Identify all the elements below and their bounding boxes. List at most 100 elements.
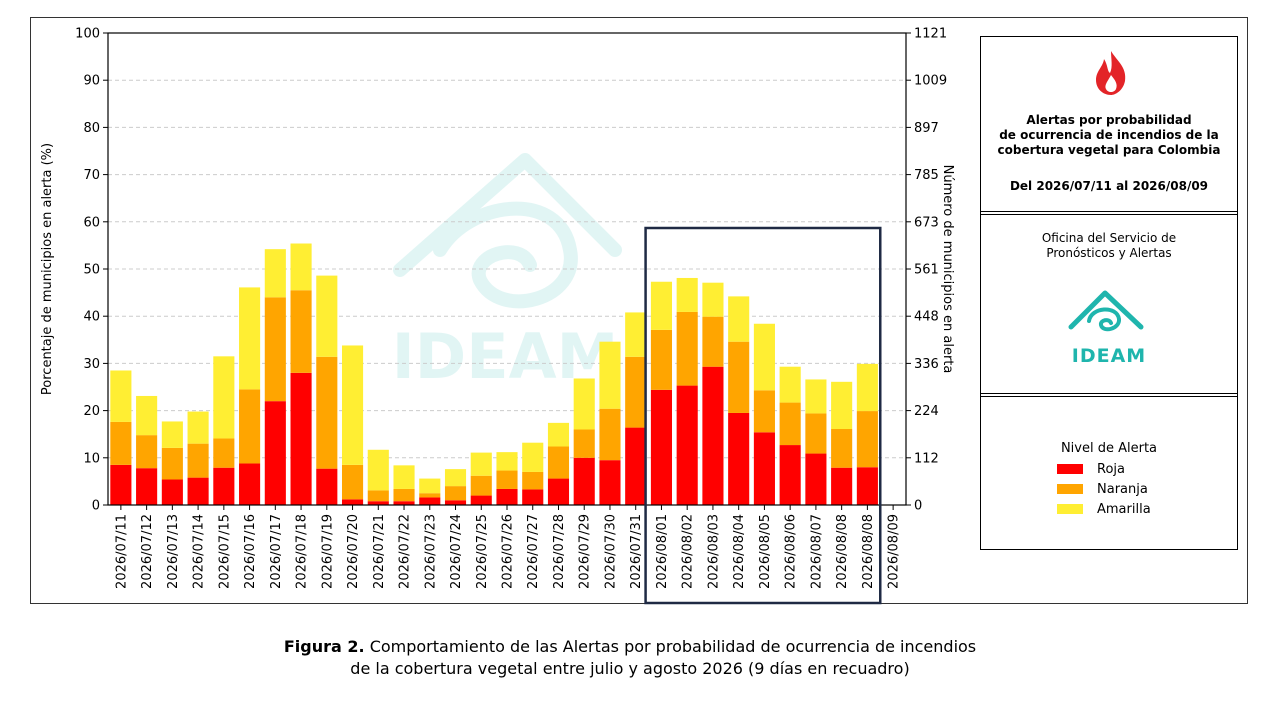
bar-amarilla <box>702 282 724 317</box>
bar-amarilla <box>573 378 595 430</box>
caption-line-1: Comportamiento de las Alertas por probab… <box>369 637 977 656</box>
bar-amarilla <box>110 370 132 422</box>
flame-icon <box>1096 51 1126 95</box>
ideam-logo-text: IDEAM <box>1071 345 1147 367</box>
bar-naranja <box>856 411 878 468</box>
x-tick-label: 2026/08/02 <box>681 514 696 589</box>
y-tick-label: 40 <box>83 310 100 325</box>
bar-naranja <box>187 443 209 478</box>
bar-roja <box>650 389 673 505</box>
bar-roja <box>779 445 801 505</box>
bar-roja <box>239 463 261 505</box>
x-tick-label: 2026/07/24 <box>449 514 464 589</box>
panel-date-range: Del 2026/07/11 al 2026/08/09 <box>1009 179 1209 193</box>
bar-naranja <box>831 429 853 468</box>
panel-title-line: Alertas por probabilidad <box>1026 113 1192 127</box>
bar-naranja <box>393 488 415 502</box>
x-tick-label: 2026/07/12 <box>140 514 155 589</box>
y-tick-label: 100 <box>75 27 100 42</box>
panel-office: Oficina del Servicio de Pronósticos y Al… <box>981 215 1237 393</box>
x-tick-label: 2026/07/22 <box>398 514 413 589</box>
x-tick-label: 2026/08/07 <box>809 514 824 589</box>
y2-tick-label: 785 <box>914 168 939 183</box>
bar-roja <box>522 489 544 505</box>
bar-amarilla <box>676 277 698 312</box>
bar-amarilla <box>367 449 389 491</box>
office-line: Oficina del Servicio de <box>1041 231 1177 245</box>
bar-amarilla <box>625 312 647 357</box>
bar-amarilla <box>856 363 878 412</box>
x-tick-label: 2026/07/16 <box>243 514 258 589</box>
y2-tick-label: 673 <box>914 215 939 230</box>
legend-item-roja: Roja <box>1057 459 1125 479</box>
legend-item-naranja: Naranja <box>1057 479 1148 499</box>
bar-roja <box>856 467 878 505</box>
legend-swatch <box>1057 464 1083 474</box>
x-tick-label: 2026/07/11 <box>114 514 129 589</box>
bar-roja <box>290 372 312 505</box>
bar-naranja <box>444 486 467 501</box>
y-tick-label: 70 <box>83 168 100 183</box>
bar-amarilla <box>496 452 518 471</box>
x-tick-label: 2026/07/14 <box>192 514 207 589</box>
bar-amarilla <box>264 249 286 298</box>
y2-tick-label: 224 <box>914 404 939 419</box>
x-tick-label: 2026/08/08 <box>861 514 876 589</box>
bar-roja <box>316 468 338 505</box>
bar-roja <box>831 467 853 505</box>
bar-amarilla <box>393 465 415 489</box>
x-tick-label: 2026/07/31 <box>629 514 644 589</box>
bar-amarilla <box>316 275 338 357</box>
bar-naranja <box>650 329 673 390</box>
x-tick-label: 2026/07/13 <box>166 514 181 589</box>
bar-naranja <box>470 475 492 496</box>
legend-item-amarilla: Amarilla <box>1057 499 1151 519</box>
bar-roja <box>264 401 286 505</box>
bar-naranja <box>547 446 570 479</box>
y-tick-label: 90 <box>83 74 100 89</box>
ideam-logo-icon <box>1068 290 1144 332</box>
x-tick-label: 2026/08/09 <box>887 514 902 589</box>
bar-amarilla <box>213 356 235 439</box>
bar-amarilla <box>187 411 209 444</box>
x-tick-label: 2026/07/21 <box>372 514 387 589</box>
legend-title: Nivel de Alerta <box>1060 441 1158 456</box>
x-tick-label: 2026/08/04 <box>732 514 747 589</box>
bar-naranja <box>779 402 801 446</box>
bar-amarilla <box>470 452 492 476</box>
x-tick-label: 2026/07/29 <box>578 514 593 589</box>
bar-roja <box>676 385 698 505</box>
bar-amarilla <box>290 243 312 291</box>
x-tick-label: 2026/08/08 <box>835 514 850 589</box>
x-tick-label: 2026/07/15 <box>217 514 232 589</box>
y2-tick-label: 448 <box>914 310 939 325</box>
bar-naranja <box>419 493 441 498</box>
bar-roja <box>573 457 595 505</box>
x-tick-label: 2026/07/18 <box>295 514 310 589</box>
bar-roja <box>110 464 132 505</box>
watermark-ideam-logo: IDEAM <box>392 153 622 393</box>
bar-roja <box>753 432 775 505</box>
x-tick-label: 2026/07/25 <box>475 514 490 589</box>
bar-amarilla <box>239 287 261 390</box>
bar-amarilla <box>547 422 570 447</box>
bar-amarilla <box>831 381 853 430</box>
bar-amarilla <box>599 341 621 409</box>
x-tick-label: 2026/08/03 <box>706 514 721 589</box>
panel-header: Alertas por probabilidad de ocurrencia d… <box>981 37 1237 211</box>
y2-tick-label: 336 <box>914 357 939 372</box>
bar-roja <box>393 501 415 505</box>
bar-amarilla <box>805 379 827 414</box>
x-tick-label: 2026/07/26 <box>501 514 516 589</box>
bar-amarilla <box>161 421 183 448</box>
bar-amarilla <box>753 323 775 391</box>
y-tick-label: 0 <box>92 499 100 514</box>
bar-roja <box>547 478 570 505</box>
divider <box>981 211 1237 215</box>
bar-naranja <box>367 490 389 502</box>
bar-naranja <box>753 390 775 433</box>
caption-line-2: de la cobertura vegetal entre julio y ag… <box>350 659 910 678</box>
bar-roja <box>496 488 518 505</box>
y2-tick-label: 112 <box>914 451 939 466</box>
